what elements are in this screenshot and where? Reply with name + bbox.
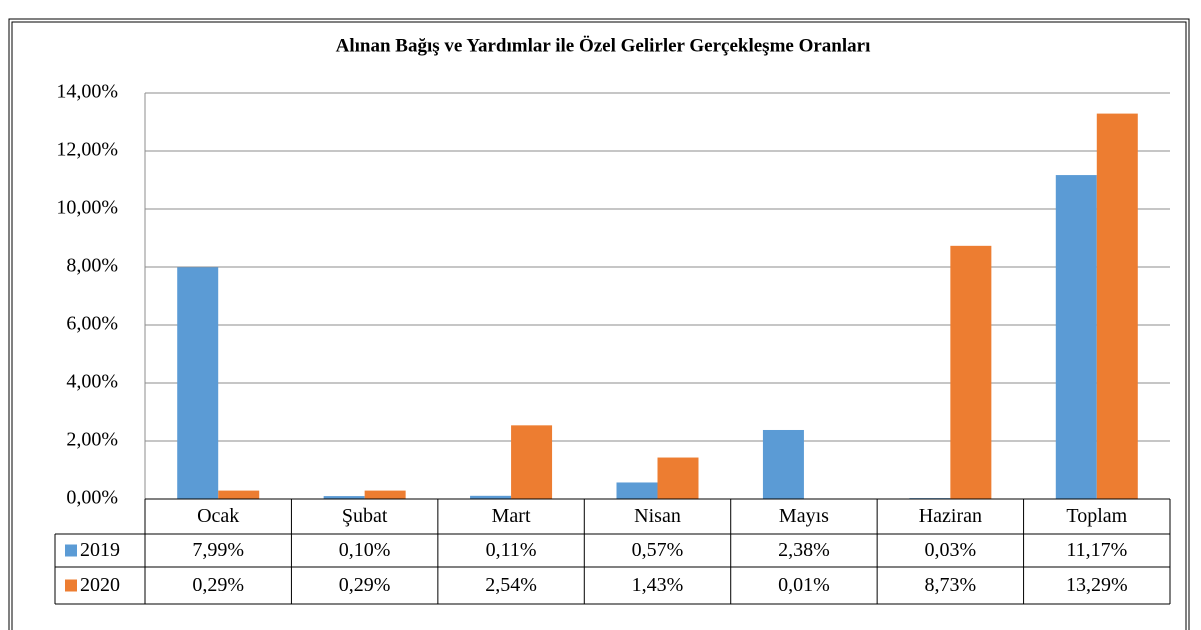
y-tick-label: 14,00% <box>56 81 118 103</box>
bar <box>177 267 219 499</box>
table-value: 0,10% <box>339 539 391 561</box>
table-value: 7,99% <box>192 539 244 561</box>
y-tick-label: 10,00% <box>56 197 118 219</box>
table-value: 2,38% <box>778 539 830 561</box>
bar <box>950 245 992 499</box>
table-value: 0,01% <box>778 574 830 596</box>
x-tick-label: Haziran <box>919 505 982 527</box>
table-value: 8,73% <box>925 574 977 596</box>
legend-label: 2019 <box>80 539 120 561</box>
table-value: 13,29% <box>1066 574 1128 596</box>
chart-title: Alınan Bağış ve Yardımlar ile Özel Gelir… <box>336 35 871 56</box>
bar <box>762 429 804 499</box>
y-tick-label: 12,00% <box>56 139 118 161</box>
legend-swatch <box>65 544 77 557</box>
chart-frame <box>8 18 1190 630</box>
legend-label: 2020 <box>80 574 120 596</box>
bar <box>1096 113 1138 499</box>
table-value: 0,29% <box>192 574 244 596</box>
table-value: 1,43% <box>632 574 684 596</box>
bar <box>616 482 658 499</box>
bar <box>323 496 365 499</box>
bar <box>218 490 260 499</box>
chart-frame-inner <box>11 21 1187 630</box>
y-tick-label: 0,00% <box>66 487 118 509</box>
y-tick-label: 2,00% <box>66 429 118 451</box>
x-tick-label: Mart <box>492 505 531 527</box>
table-value: 0,29% <box>339 574 391 596</box>
y-tick-label: 6,00% <box>66 313 118 335</box>
bar <box>470 495 512 499</box>
y-tick-label: 4,00% <box>66 371 118 393</box>
table-value: 0,03% <box>925 539 977 561</box>
table-value: 0,57% <box>632 539 684 561</box>
table-value: 11,17% <box>1066 539 1127 561</box>
x-tick-label: Şubat <box>342 505 388 527</box>
x-tick-label: Nisan <box>634 505 681 527</box>
bar <box>511 425 553 499</box>
y-tick-label: 8,00% <box>66 255 118 277</box>
legend-swatch <box>65 579 77 592</box>
table-value: 2,54% <box>485 574 537 596</box>
x-tick-label: Toplam <box>1066 505 1127 527</box>
bar <box>1055 175 1097 499</box>
bar <box>364 490 406 499</box>
x-tick-label: Mayıs <box>779 505 829 527</box>
bar <box>657 457 699 499</box>
table-value: 0,11% <box>486 539 537 561</box>
x-tick-label: Ocak <box>197 505 239 527</box>
